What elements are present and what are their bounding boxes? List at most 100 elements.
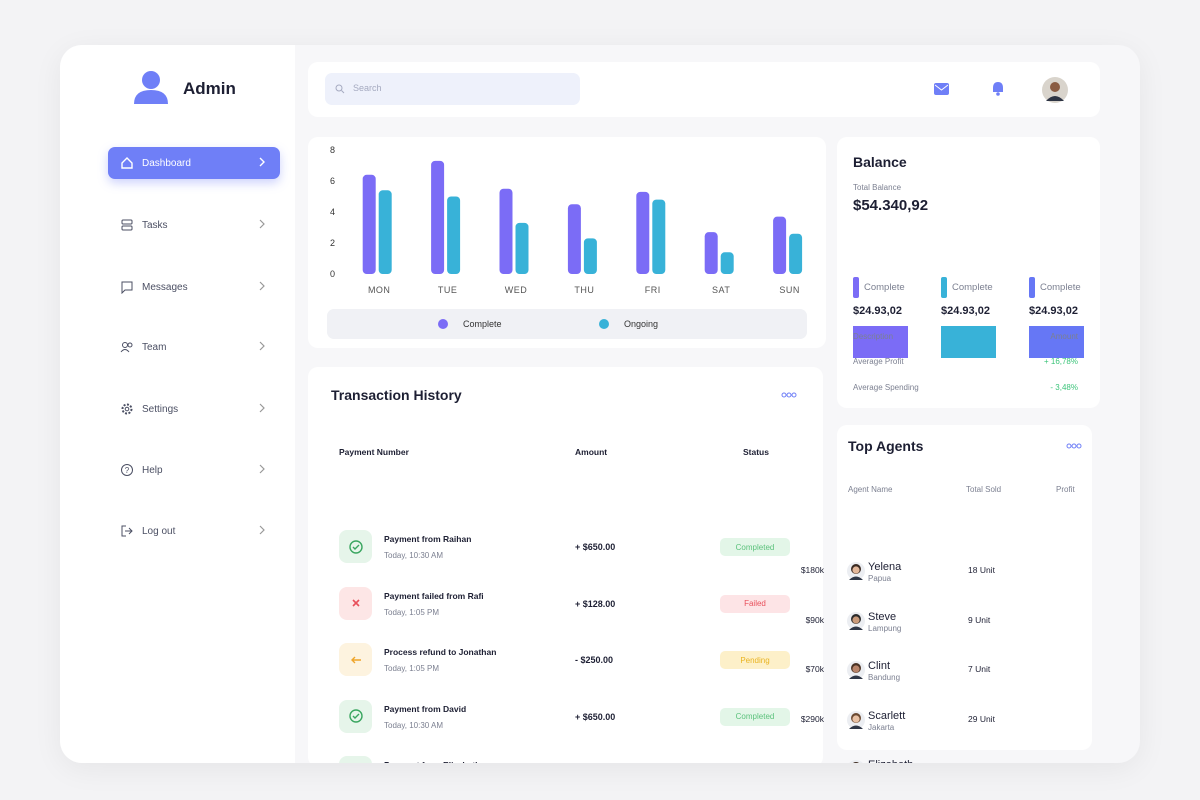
total-label: Total Balance [853, 183, 902, 192]
status-icon [339, 699, 372, 733]
agent-sold: 18 Unit [968, 565, 995, 575]
payment-title: Payment from David [384, 703, 467, 714]
item-label: Complete [1040, 282, 1081, 293]
y-tick-label: 6 [330, 176, 335, 186]
status-pill: Pending [720, 651, 790, 669]
admin-icon [134, 71, 168, 104]
payment-amount: - $250.00 [575, 655, 614, 665]
column-header: Total Sold [966, 485, 1002, 494]
agent-profit: $90k [805, 614, 824, 625]
x-tick-label: FRI [645, 285, 661, 295]
bar [567, 204, 581, 274]
payment-title: Payment failed from Rafi [384, 590, 484, 601]
payment-time: Today, 10:30 AM [384, 551, 443, 560]
mail-icon[interactable] [934, 83, 949, 95]
column-header: Description [853, 332, 894, 341]
status-pill: Completed [720, 538, 790, 556]
more-icon[interactable] [1066, 443, 1082, 449]
nav-item[interactable]: Team [108, 331, 280, 363]
nav-item[interactable]: Settings [108, 393, 280, 425]
bar [789, 233, 803, 274]
agent-avatar [847, 710, 865, 730]
nav-label: Log out [142, 525, 176, 537]
item-block [1029, 326, 1084, 358]
bar [515, 222, 529, 274]
x-tick-label: SAT [712, 285, 730, 295]
legend-label: Complete [463, 319, 502, 329]
column-header: Profit [1056, 485, 1075, 494]
bar [704, 232, 718, 274]
nav-item[interactable]: Tasks [108, 209, 280, 241]
agent-avatar [847, 561, 865, 581]
payment-title: Process refund to Jonathan [384, 647, 497, 657]
sidebar: Admin Dashboard Tasks Messages Team Sett… [60, 45, 295, 763]
bar [362, 174, 376, 274]
header-bar: Search [308, 62, 1100, 117]
column-header: Status [743, 447, 769, 457]
bar [378, 190, 392, 274]
agent-name: Elizabeth [868, 759, 913, 763]
agent-profit: $70k [805, 664, 824, 674]
payment-time: Today, 1:05 PM [384, 664, 439, 673]
nav-label: Tasks [142, 219, 168, 231]
nav-label: Dashboard [142, 157, 191, 169]
nav-item[interactable]: Messages [108, 271, 280, 303]
nav-label: Help [142, 464, 163, 476]
legend-box [327, 309, 807, 339]
item-label: Complete [864, 282, 905, 293]
row-value: + 16,78% [1043, 357, 1078, 366]
nav-label: Team [142, 341, 167, 353]
nav-item[interactable]: ? Help [108, 454, 280, 486]
y-tick-label: 8 [330, 145, 335, 155]
bar [431, 160, 445, 274]
card-title: Top Agents [848, 438, 924, 454]
status-icon [339, 586, 372, 620]
agent-name: Scarlett [868, 709, 906, 722]
y-tick-label: 2 [330, 238, 335, 248]
agent-location: Papua [868, 574, 892, 583]
agent-avatar [847, 660, 865, 680]
search-placeholder: Search [353, 83, 382, 93]
agent-sold: 29 Unit [968, 713, 995, 724]
bar [636, 191, 650, 274]
item-bar [1029, 277, 1035, 298]
search-box[interactable]: Search [325, 73, 580, 105]
payment-title: Payment from Elizabeth [384, 760, 480, 763]
agents-card: Top Agents Agent Name Total Sold Profit … [801, 425, 1092, 763]
x-tick-label: WED [505, 285, 528, 295]
bar [773, 216, 787, 274]
agent-sold: 7 Unit [968, 664, 991, 674]
status-icon [339, 530, 372, 563]
y-tick-label: 4 [330, 207, 335, 217]
legend-label: Ongoing [624, 319, 658, 329]
x-tick-label: TUE [438, 285, 458, 295]
more-icon[interactable] [781, 392, 797, 398]
total-balance: $54.340,92 [853, 197, 929, 214]
bar-chart: 0 2 4 6 8 MON TUE WED THU FRI SAT SUN Complete Ongoin… [327, 145, 807, 339]
agent-location: Bandung [868, 673, 901, 682]
bar [720, 252, 734, 274]
agent-location: Jakarta [868, 722, 895, 732]
bell-icon[interactable] [992, 81, 1004, 96]
legend-swatch [438, 319, 448, 329]
agent-avatar [847, 759, 865, 763]
chart-card: 0 2 4 6 8 MON TUE WED THU FRI SAT SUN Complete Ongoin… [308, 137, 826, 348]
row-value: - 3,48% [1050, 383, 1078, 392]
status-pill: Failed [720, 594, 790, 613]
nav-item[interactable]: Log out [108, 515, 280, 547]
payment-amount: + $128.00 [575, 598, 616, 609]
nav-label: Messages [142, 281, 188, 293]
nav-item[interactable]: Dashboard [108, 147, 280, 179]
agent-name: Clint [868, 660, 891, 672]
nav-label: Settings [142, 403, 179, 415]
agent-profit: $180k [800, 565, 824, 575]
bar [447, 196, 461, 274]
user-avatar[interactable] [1042, 77, 1068, 103]
payment-amount: + $650.00 [575, 542, 616, 552]
payment-time: Today, 1:05 PM [384, 607, 439, 617]
row-label: Average Profit [853, 357, 904, 366]
svg-text:?: ? [125, 466, 130, 475]
agent-sold: 9 Unit [968, 614, 991, 625]
item-amount: $24.93,02 [1029, 305, 1078, 317]
